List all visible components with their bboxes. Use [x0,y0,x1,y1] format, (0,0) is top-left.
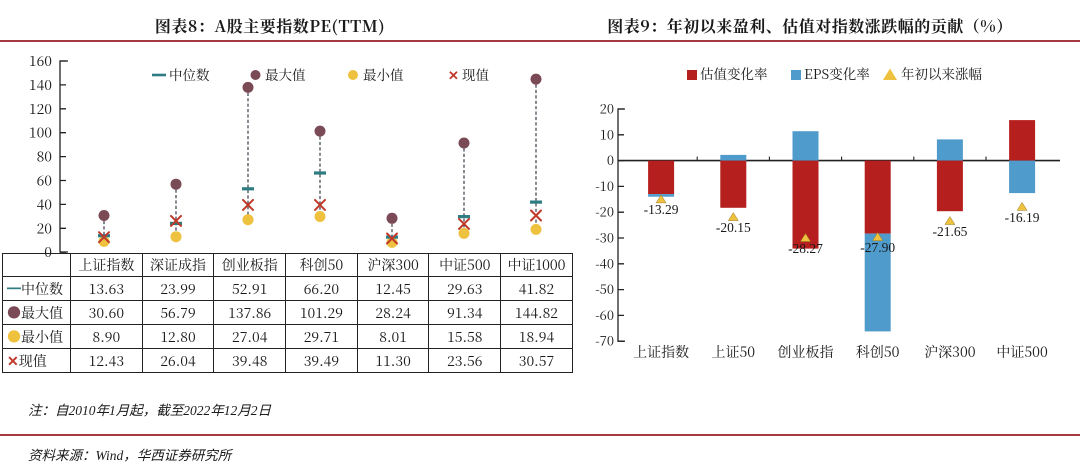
svg-text:-28.27: -28.27 [788,241,823,256]
svg-text:-20.15: -20.15 [716,220,751,235]
svg-text:EPS变化率: EPS变化率 [804,63,870,83]
svg-text:10: 10 [600,124,614,143]
svg-text:沪深300: 沪深300 [924,342,976,362]
svg-text:20: 20 [37,218,53,238]
svg-text:创业板指: 创业板指 [778,342,834,362]
svg-text:-30: -30 [595,228,614,247]
svg-text:0: 0 [607,150,614,169]
svg-text:40: 40 [37,194,53,214]
svg-text:-21.65: -21.65 [932,224,967,239]
svg-text:-50: -50 [595,279,614,298]
svg-text:上证指数: 上证指数 [633,342,689,362]
svg-text:年初以来涨幅: 年初以来涨幅 [901,63,982,83]
svg-text:-27.90: -27.90 [860,240,895,255]
svg-text:-16.19: -16.19 [1005,210,1040,225]
svg-text:140: 140 [29,75,52,95]
svg-text:120: 120 [29,99,52,119]
svg-text:科创50: 科创50 [856,342,900,362]
svg-text:60: 60 [37,171,53,191]
svg-text:-40: -40 [595,253,614,272]
svg-text:160: 160 [29,51,52,71]
svg-text:中证500: 中证500 [996,342,1048,362]
svg-text:-70: -70 [595,331,614,350]
svg-text:中位数: 中位数 [169,64,210,84]
svg-text:-20: -20 [595,202,614,221]
svg-text:现值: 现值 [462,64,489,84]
svg-text:✕: ✕ [448,65,459,84]
svg-text:上证50: 上证50 [711,342,755,362]
svg-text:-10: -10 [595,176,614,195]
svg-text:20: 20 [600,99,614,118]
svg-text:最小值: 最小值 [363,64,404,84]
svg-text:-60: -60 [595,305,614,324]
svg-text:80: 80 [37,147,53,167]
svg-text:100: 100 [29,123,52,143]
svg-text:最大值: 最大值 [265,64,306,84]
svg-text:-13.29: -13.29 [644,202,679,217]
svg-text:估值变化率: 估值变化率 [700,63,768,83]
